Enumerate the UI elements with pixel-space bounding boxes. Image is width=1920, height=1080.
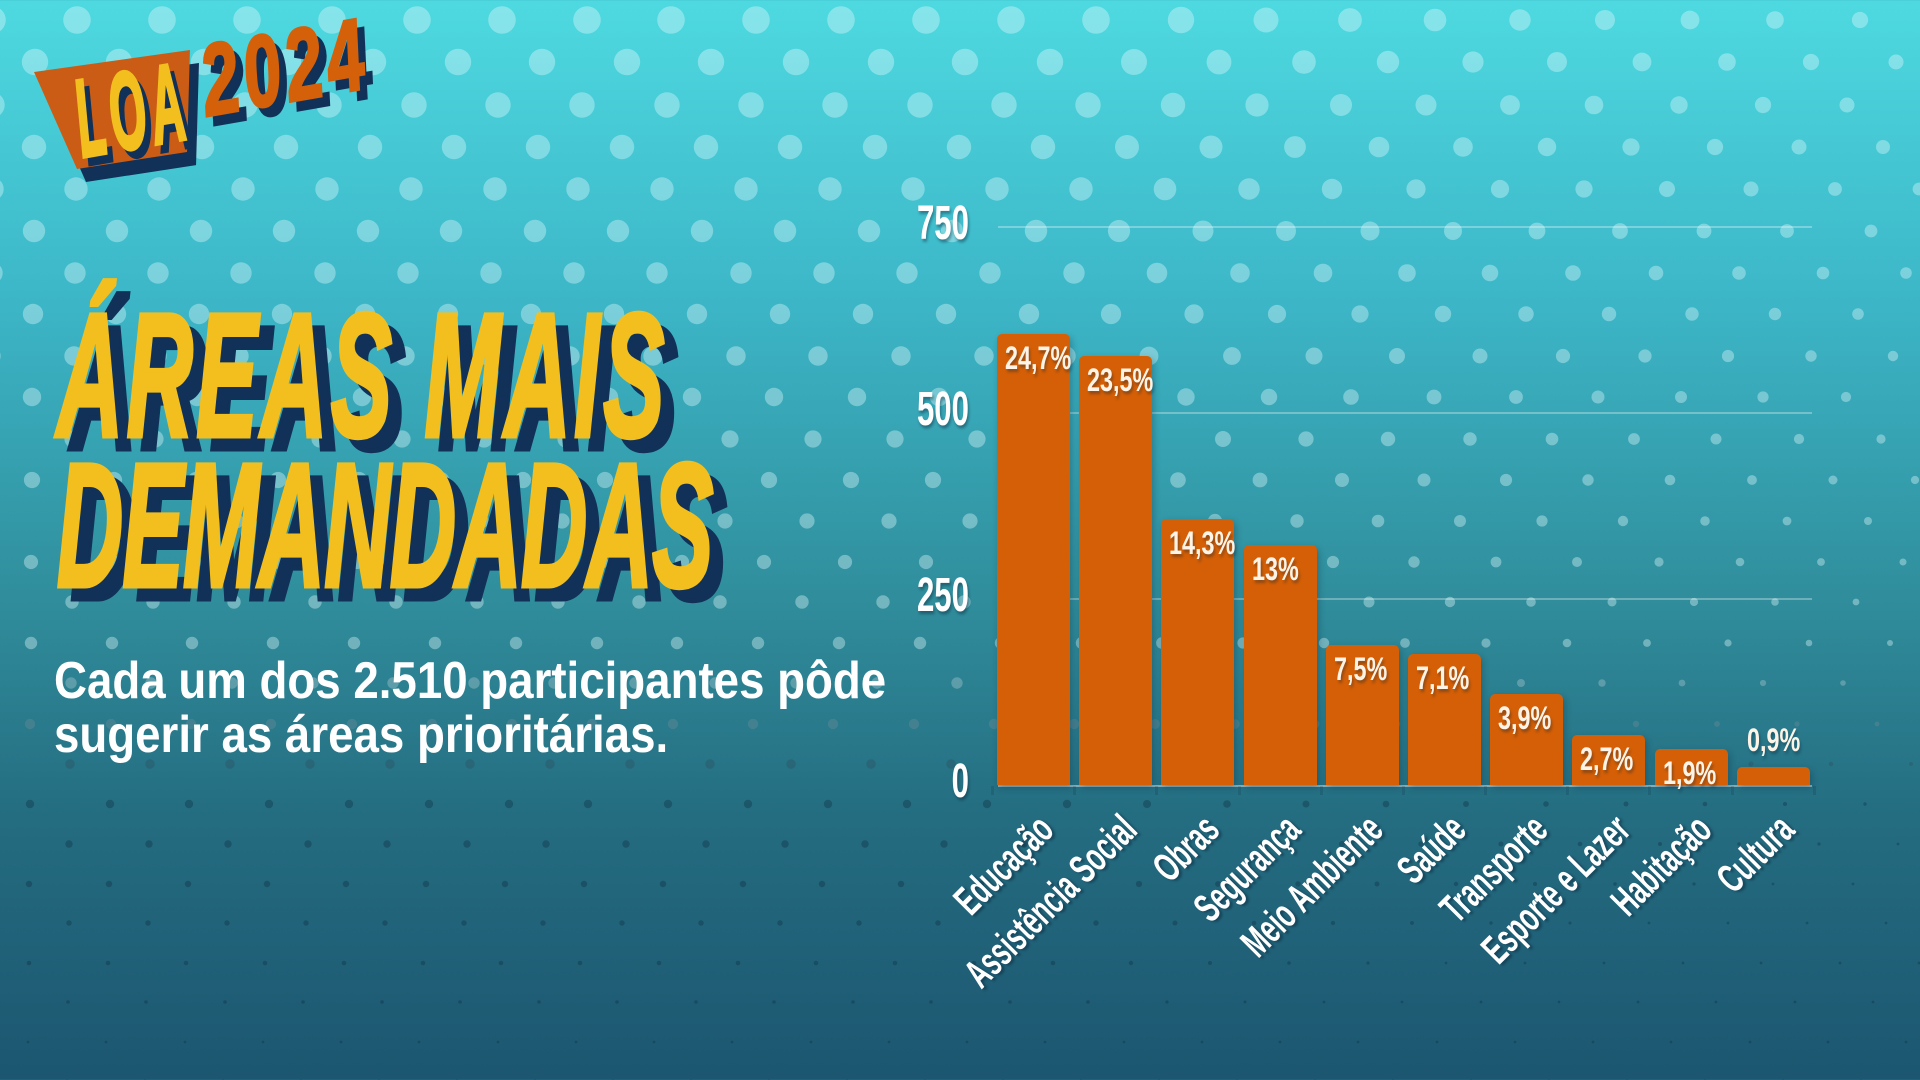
- svg-text:LOA: LOA: [71, 47, 204, 187]
- svg-text:LOA: LOA: [65, 40, 198, 180]
